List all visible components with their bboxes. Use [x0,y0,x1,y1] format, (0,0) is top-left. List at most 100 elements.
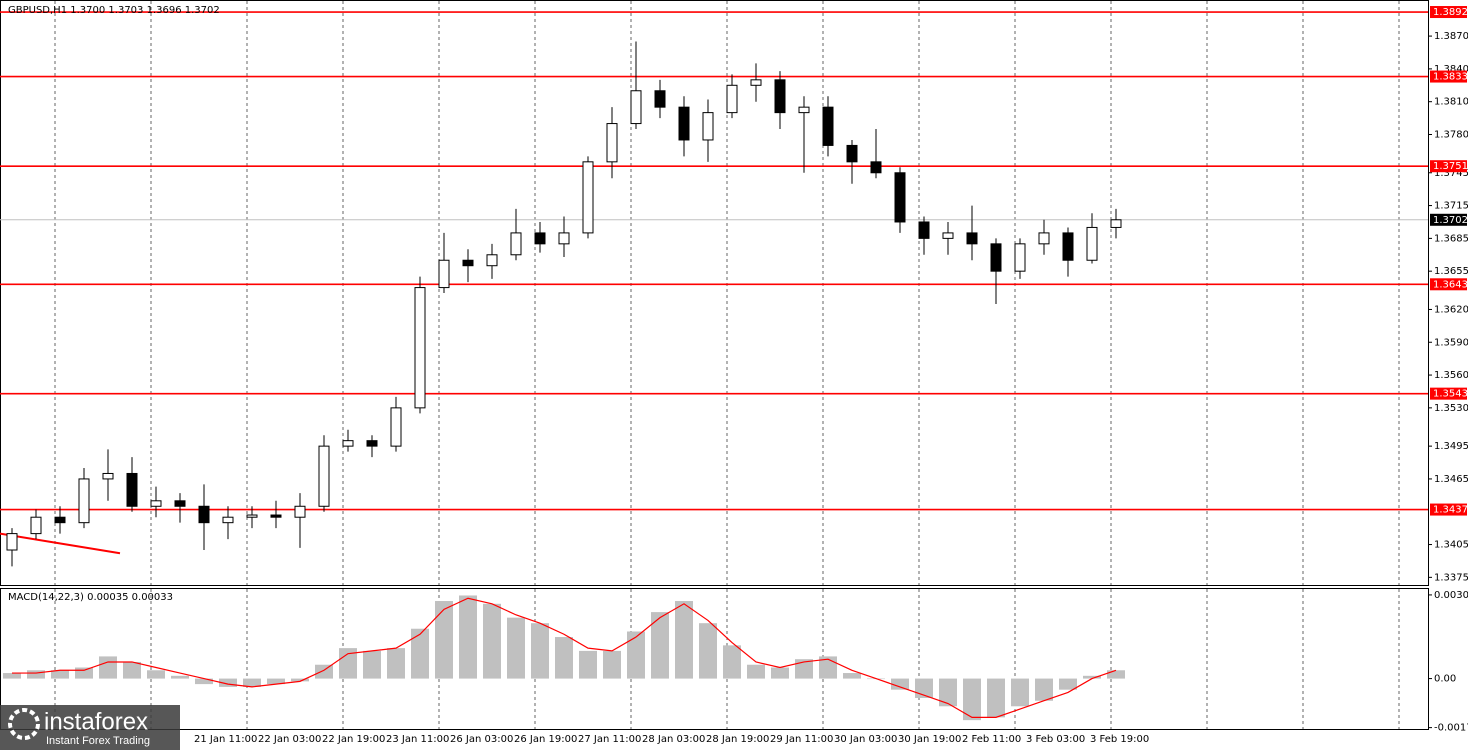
x-tick-label: 3 Feb 03:00 [1026,734,1085,745]
candle-body [126,472,138,507]
y-tick-label: 1.3375 [1434,572,1468,583]
macd-bar [627,631,645,679]
macd-bar [987,678,1005,718]
level-box [1430,387,1467,400]
level-box [1430,6,1467,19]
macd-bar [75,667,93,679]
candle-body [222,516,234,524]
candle-body [966,232,978,245]
macd-bar [819,656,837,679]
macd-bar [1107,670,1125,679]
logo-tagline: Instant Forex Trading [46,735,150,747]
y-tick-label: 1.3560 [1434,370,1468,381]
macd-bar [3,673,21,679]
candle-body [6,533,18,551]
candle-body [1086,226,1098,261]
macd-bar [339,648,357,679]
macd-bar [411,628,429,679]
level-box [1430,503,1467,516]
level-label: 1.3892 [1433,7,1468,18]
macd-bar [459,595,477,679]
candle-body [630,90,642,125]
marks: 1.3870 1.3840 1.3810 1.3780 1.3745 1.3715 1.36… [0,6,1468,745]
x-tick-label: 22 Jan 19:00 [322,734,385,745]
candle-body [894,172,906,223]
trendline [0,532,121,555]
logo-icon [8,708,40,740]
macd-bar [1059,678,1077,690]
y-tick-label: 1.3685 [1434,233,1468,244]
x-tick-label: 28 Jan 19:00 [706,734,769,745]
candle-body [102,472,114,480]
candle-body [390,407,402,447]
macd-bar [291,678,309,682]
y-tick-label: 1.3530 [1434,403,1468,414]
level-label: 1.3643 [1433,279,1468,290]
macd-bar [219,678,237,687]
candle-body [54,516,66,524]
logo: instaforex Instant Forex Trading [0,705,180,750]
y-tick-label: 0.00 [1434,674,1456,685]
macd-bar [243,678,261,687]
candle-body [606,123,618,163]
price-panel-frame [0,0,1429,586]
macd-bar [171,675,189,679]
macd-bar [51,670,69,679]
level-label: 1.3543 [1433,389,1468,400]
y-tick-label: 1.3840 [1434,64,1468,75]
level-label: 1.3751 [1433,161,1468,172]
candle-body [78,478,90,524]
y-tick-label: 1.3405 [1434,540,1468,551]
candle-body [726,84,738,114]
current-price-box [1430,213,1467,226]
candle-body [342,440,354,447]
macd-bar [531,623,549,679]
macd-panel-frame [0,588,1429,730]
macd-bar [651,612,669,679]
macd-bar [99,656,117,679]
candle-body [678,106,690,141]
level-box [1430,278,1467,291]
level-box [1430,70,1467,83]
macd-bar [843,673,861,679]
macd-bar [771,667,789,679]
candle-body [990,243,1002,272]
x-tick-label: 26 Jan 03:00 [450,734,513,745]
y-tick-label: 1.3745 [1434,168,1468,179]
candle-body [822,106,834,146]
x-tick-label: 26 Jan 19:00 [514,734,577,745]
current-price-label: 1.3702 [1433,215,1468,226]
y-tick-label: 0.00302 [1434,590,1468,601]
y-tick-label: 1.3715 [1434,201,1468,212]
macd-bar [123,661,141,679]
x-tick-label: 3 Feb 19:00 [1090,734,1149,745]
macd-bar [939,678,957,707]
macd-bar [315,664,333,679]
candle-body [798,106,810,114]
candle-body [30,516,42,535]
macd-bar [483,603,501,679]
candle-body [150,500,162,507]
x-tick-label: 2 Feb 11:00 [962,734,1021,745]
candle-body [270,514,282,518]
macd-bar [891,678,909,690]
candle-body [942,232,954,239]
macd-bar [435,601,453,679]
y-tick-label: 1.3620 [1434,304,1468,315]
y-tick-label: -0.00177 [1434,723,1468,734]
candle-body [702,112,714,141]
macd-bar [27,670,45,679]
x-tick-label: 22 Jan 03:00 [258,734,321,745]
level-label: 1.3437 [1433,505,1468,516]
macd-bar [1035,678,1053,701]
y-tick-label: 1.3465 [1434,474,1468,485]
candle-body [1110,219,1122,228]
candle-body [510,232,522,256]
candle-body [366,440,378,447]
macd-bar [603,650,621,679]
chart-title: GBPUSD,H1 1.3700 1.3703 1.3696 1.3702 [8,5,220,16]
candle-body [174,500,186,507]
level-label: 1.3833 [1433,72,1468,83]
candle-body [750,79,762,86]
